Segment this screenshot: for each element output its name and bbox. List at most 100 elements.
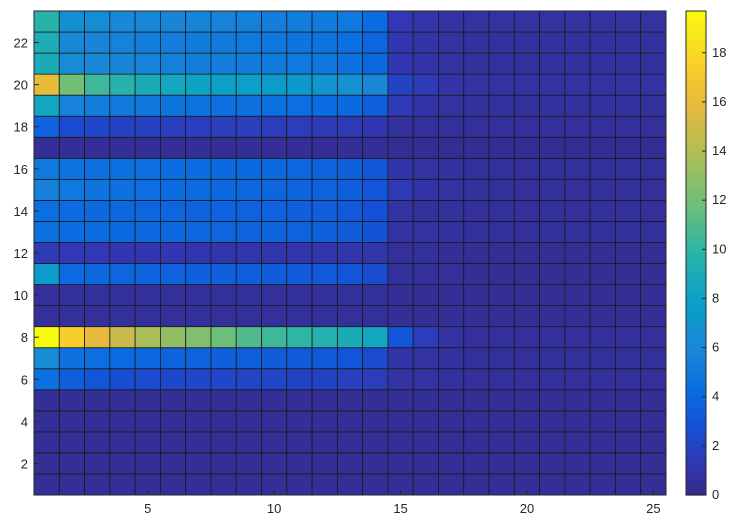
heatmap-cell (159, 284, 187, 307)
heatmap-cell (589, 31, 616, 54)
colorbar-segment (686, 208, 706, 214)
heatmap-cell (589, 452, 616, 475)
colorbar-segment (686, 51, 706, 56)
heatmap-cell (134, 305, 161, 328)
heatmap-cell (488, 347, 515, 370)
heatmap-cell (615, 473, 642, 496)
heatmap-cell (513, 284, 541, 307)
heatmap-cell (235, 263, 262, 285)
heatmap-cell (615, 31, 642, 54)
heatmap-cell (564, 410, 591, 433)
heatmap-cell (109, 473, 136, 496)
heatmap-cell (589, 157, 616, 180)
heatmap-cell (564, 52, 591, 75)
heatmap-cell (159, 263, 187, 285)
colorbar-segment (686, 99, 706, 105)
colorbar-segment (686, 474, 706, 480)
heatmap-cell (539, 284, 566, 307)
heatmap-cell (286, 10, 313, 33)
heatmap-cell (412, 52, 439, 75)
heatmap-cell (564, 389, 591, 412)
heatmap-cell (564, 242, 591, 264)
heatmap-cell (640, 157, 667, 180)
heatmap-cell (362, 368, 389, 391)
heatmap-cell (387, 263, 414, 285)
colorbar-tick-label: 16 (712, 94, 726, 109)
heatmap-cell (185, 473, 212, 496)
heatmap-cell (438, 31, 465, 54)
heatmap-cell (615, 452, 642, 475)
heatmap-cell (640, 263, 667, 285)
heatmap-cell (387, 410, 414, 433)
heatmap-cell (387, 347, 414, 370)
heatmap-cell (362, 199, 389, 222)
heatmap-cell (640, 368, 667, 391)
heatmap-cell (539, 242, 566, 264)
heatmap-cell (84, 389, 111, 412)
heatmap-cell (311, 94, 338, 117)
heatmap-cell (185, 284, 212, 307)
colorbar-segment (686, 265, 706, 270)
heatmap-cell (488, 242, 515, 264)
heatmap-cell (387, 221, 414, 243)
heatmap-cell (412, 157, 439, 180)
heatmap-cell (488, 326, 515, 349)
colorbar-segment (686, 321, 706, 327)
y-tick-label: 20 (14, 78, 28, 93)
heatmap-cell (185, 221, 212, 243)
heatmap-cell (438, 305, 465, 328)
heatmap-cell (336, 263, 364, 285)
heatmap-cell (387, 368, 414, 391)
heatmap-cell (210, 94, 237, 117)
heatmap-cell (463, 242, 490, 264)
heatmap-cell (513, 389, 541, 412)
heatmap-cell (564, 452, 591, 475)
heatmap-cell (640, 199, 667, 222)
heatmap-cell (615, 242, 642, 264)
heatmap-cell (261, 284, 288, 307)
colorbar-segment (686, 79, 706, 85)
colorbar-segment (686, 35, 706, 40)
heatmap-cell (513, 136, 541, 159)
heatmap-cell (615, 410, 642, 433)
heatmap-cell (640, 326, 667, 349)
heatmap-cell (159, 52, 187, 75)
heatmap-cell (33, 431, 60, 454)
heatmap-cell (438, 284, 465, 307)
heatmap-cell (134, 31, 161, 54)
colorbar-segment (686, 386, 706, 391)
heatmap-cell (362, 73, 389, 96)
heatmap-cell (336, 94, 364, 117)
heatmap-cell (539, 452, 566, 475)
heatmap-cell (513, 199, 541, 222)
heatmap-cell (84, 242, 111, 264)
heatmap-cell (539, 410, 566, 433)
heatmap-cell (564, 136, 591, 159)
heatmap-cell (488, 221, 515, 243)
heatmap-cell (362, 410, 389, 433)
heatmap-cell (640, 284, 667, 307)
heatmap-cell (210, 10, 237, 33)
heatmap-cell (589, 431, 616, 454)
heatmap-cell (109, 52, 136, 75)
heatmap-cell (463, 115, 490, 138)
heatmap-cell (513, 73, 541, 96)
heatmap-cell (513, 157, 541, 180)
colorbar-tick-label: 4 (712, 389, 719, 404)
heatmap-cell (185, 305, 212, 328)
heatmap-cell (564, 347, 591, 370)
heatmap-cell (84, 410, 111, 433)
heatmap-cell (387, 242, 414, 264)
heatmap-cell (463, 199, 490, 222)
colorbar-frame (685, 10, 707, 496)
colorbar-segment (686, 236, 706, 242)
heatmap-cell (210, 157, 237, 180)
heatmap-cell (615, 178, 642, 201)
heatmap-cell (640, 452, 667, 475)
x-tick-label: 20 (520, 501, 534, 516)
heatmap-cell (336, 10, 364, 33)
heatmap-cell (640, 10, 667, 33)
heatmap-cell (235, 94, 262, 117)
heatmap-cell (109, 326, 136, 349)
heatmap-cell (463, 31, 490, 54)
